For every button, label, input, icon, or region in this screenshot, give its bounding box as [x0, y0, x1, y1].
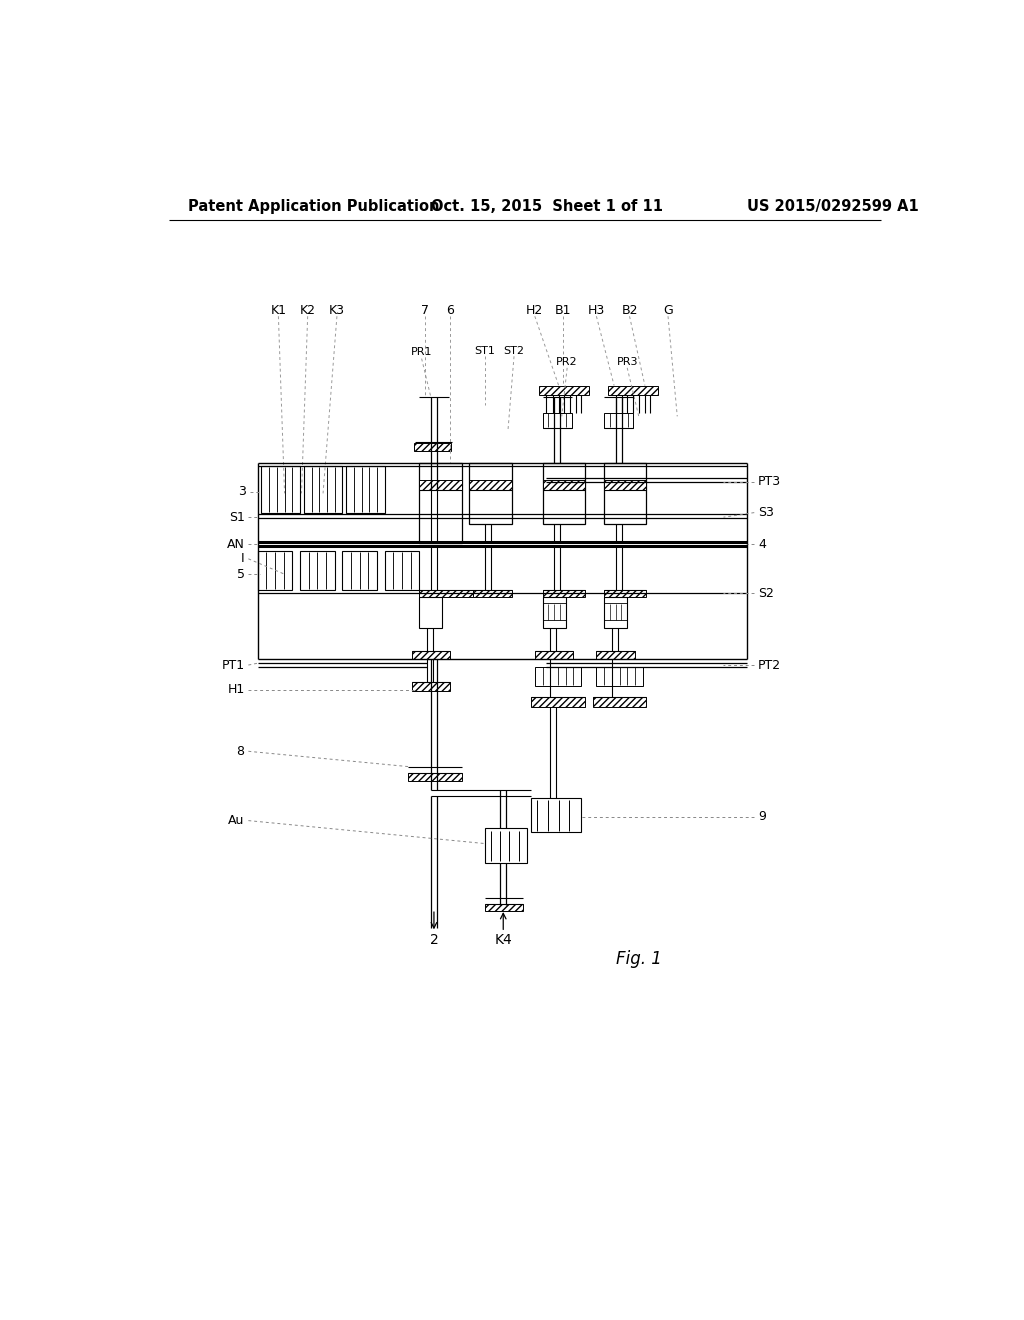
Text: ST1: ST1	[474, 346, 496, 356]
Text: 5: 5	[237, 568, 245, 581]
Bar	[535, 651, 573, 659]
Bar	[300, 552, 335, 590]
Text: K4: K4	[495, 933, 512, 946]
Text: G: G	[664, 305, 673, 317]
Text: 9: 9	[758, 810, 766, 824]
Text: S2: S2	[758, 587, 774, 601]
Bar	[412, 651, 451, 659]
Bar	[531, 797, 581, 832]
Bar	[593, 697, 646, 706]
Text: 7: 7	[421, 305, 429, 317]
Bar	[408, 774, 462, 780]
Bar	[419, 590, 473, 598]
Bar	[346, 466, 385, 512]
Bar	[419, 462, 462, 544]
Bar	[469, 480, 512, 490]
Bar	[304, 466, 342, 512]
Text: I: I	[241, 552, 245, 565]
Text: PT1: PT1	[221, 659, 245, 672]
Bar	[608, 385, 658, 395]
Bar	[261, 466, 300, 512]
Text: AN: AN	[226, 537, 245, 550]
Text: US 2015/0292599 A1: US 2015/0292599 A1	[746, 198, 919, 214]
Text: PT3: PT3	[758, 475, 781, 488]
Bar	[531, 697, 585, 706]
Bar	[473, 590, 512, 598]
Bar	[543, 462, 585, 524]
Text: Patent Application Publication: Patent Application Publication	[188, 198, 440, 214]
Bar	[604, 598, 628, 628]
Bar	[604, 413, 634, 428]
Bar	[543, 603, 565, 620]
Text: PT2: PT2	[758, 659, 781, 672]
Text: PR3: PR3	[616, 358, 638, 367]
Bar	[596, 651, 635, 659]
Text: K3: K3	[329, 305, 345, 317]
Bar	[535, 667, 581, 686]
Bar	[604, 462, 646, 524]
Bar	[412, 682, 451, 692]
Text: 8: 8	[237, 744, 245, 758]
Text: H2: H2	[526, 305, 544, 317]
Text: Oct. 15, 2015  Sheet 1 of 11: Oct. 15, 2015 Sheet 1 of 11	[431, 198, 663, 214]
Text: PR1: PR1	[411, 347, 432, 358]
Bar	[543, 480, 585, 490]
Bar	[419, 598, 442, 628]
Text: Fig. 1: Fig. 1	[615, 950, 662, 968]
Text: B1: B1	[555, 305, 571, 317]
Bar	[469, 462, 512, 524]
Text: 3: 3	[239, 486, 246, 499]
Text: K1: K1	[270, 305, 287, 317]
Bar	[539, 385, 589, 395]
Bar	[543, 413, 571, 428]
Bar	[543, 590, 585, 598]
Text: 6: 6	[446, 305, 454, 317]
Text: H3: H3	[588, 305, 605, 317]
Text: H1: H1	[227, 684, 245, 696]
Bar	[419, 480, 462, 490]
Bar	[258, 552, 292, 590]
Text: B2: B2	[622, 305, 638, 317]
Text: S1: S1	[228, 511, 245, 524]
Bar	[414, 444, 451, 451]
Text: 2: 2	[429, 933, 438, 946]
Text: Au: Au	[228, 814, 245, 828]
Bar	[342, 552, 377, 590]
Text: S3: S3	[758, 506, 774, 519]
Bar	[484, 829, 527, 863]
Text: 4: 4	[758, 537, 766, 550]
Bar	[604, 590, 646, 598]
Text: K2: K2	[300, 305, 315, 317]
Bar	[604, 480, 646, 490]
Bar	[596, 667, 643, 686]
Text: PR2: PR2	[556, 358, 578, 367]
Bar	[385, 552, 419, 590]
Bar	[543, 598, 565, 628]
Bar	[484, 904, 523, 911]
Bar	[604, 603, 628, 620]
Text: ST2: ST2	[504, 346, 524, 356]
